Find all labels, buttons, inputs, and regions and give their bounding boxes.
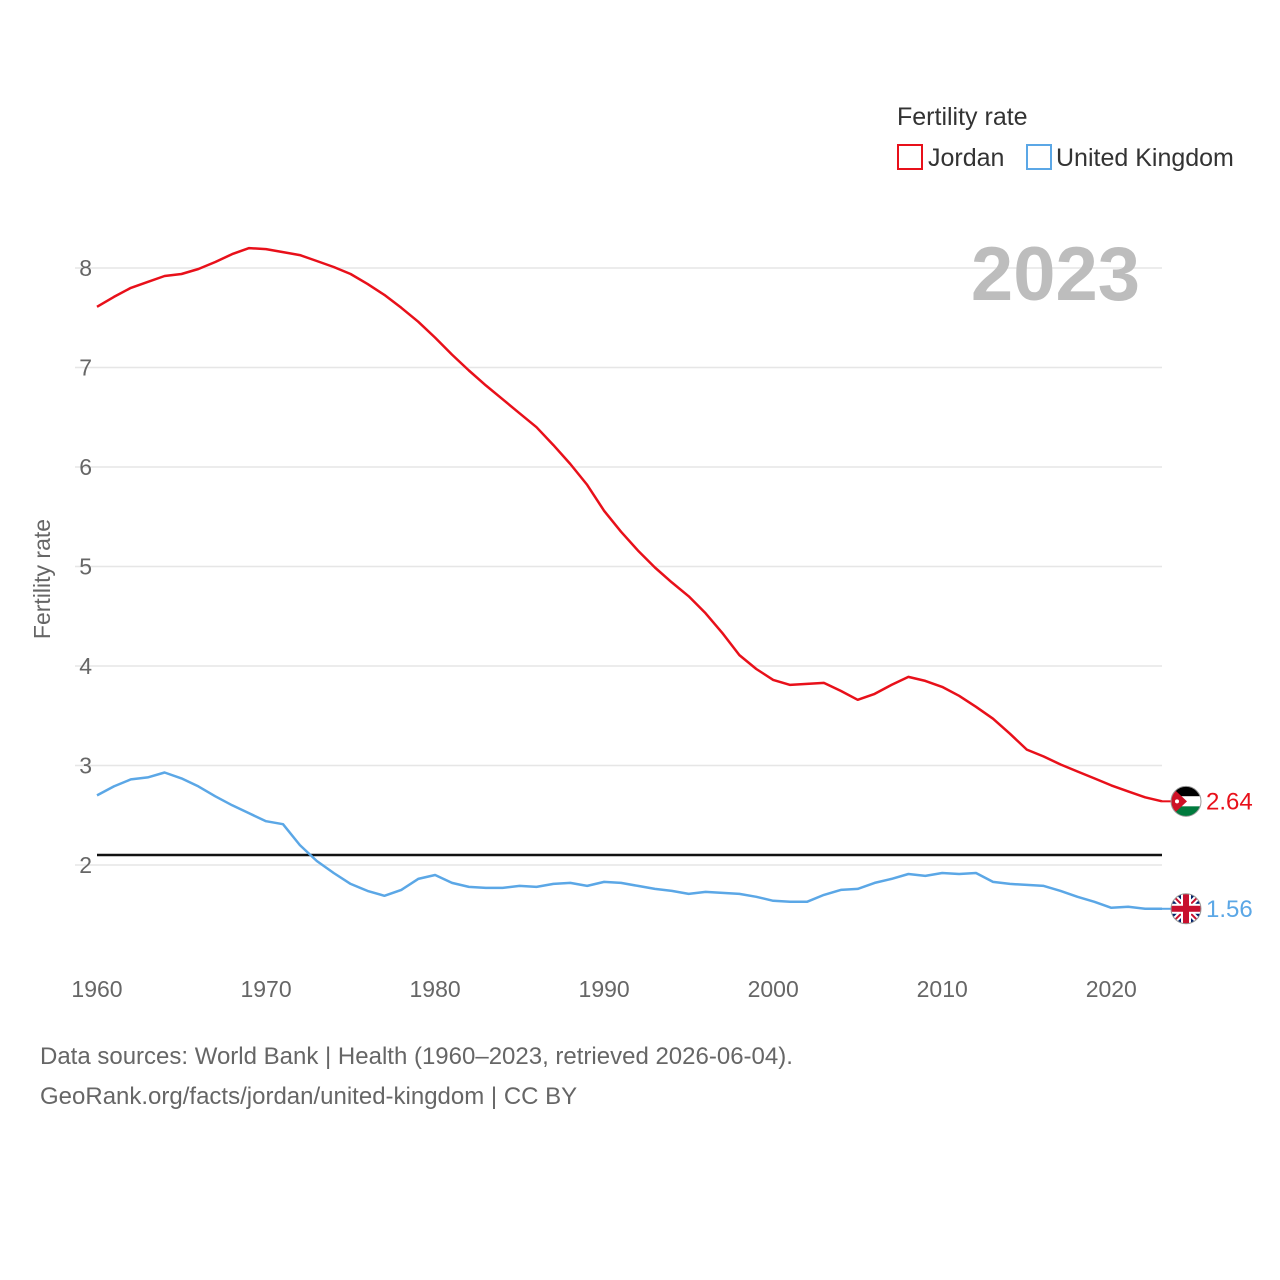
y-tick-label: 2 <box>79 852 92 878</box>
series-line-jordan <box>96 246 1163 803</box>
y-tick-label: 5 <box>79 554 92 580</box>
end-label-jordan: 2.64 <box>1206 788 1253 815</box>
x-tick-label: 1990 <box>579 976 630 1002</box>
x-tick-label: 1970 <box>240 976 291 1002</box>
footer-link[interactable]: GeoRank.org/facts/jordan/united-kingdom … <box>40 1083 578 1110</box>
y-tick-label: 4 <box>79 653 92 679</box>
y-axis-ticks: 2 3 4 5 6 7 8 <box>79 255 92 878</box>
year-label: 2023 <box>971 232 1140 317</box>
y-axis-title: Fertility rate <box>29 519 55 639</box>
legend: Fertility rate Jordan United Kingdom <box>897 103 1234 172</box>
legend-swatch-jordan <box>897 144 923 170</box>
legend-swatch-united-kingdom <box>1026 144 1052 170</box>
x-tick-label: 2000 <box>748 976 799 1002</box>
y-tick-label: 6 <box>79 454 92 480</box>
x-tick-label: 1980 <box>410 976 461 1002</box>
legend-title: Fertility rate <box>897 103 1028 131</box>
gridlines <box>75 267 1162 866</box>
jordan-flag-icon <box>1170 785 1202 817</box>
series-line-united-kingdom <box>96 771 1162 911</box>
series-end-markers: 2.64 1.56 <box>1162 785 1253 925</box>
legend-label-united-kingdom: United Kingdom <box>1056 144 1234 172</box>
x-tick-label: 2010 <box>917 976 968 1002</box>
footer-sources: Data sources: World Bank | Health (1960–… <box>40 1043 793 1070</box>
y-tick-label: 7 <box>79 355 92 381</box>
series-lines <box>96 246 1163 911</box>
legend-item-jordan[interactable]: Jordan <box>897 144 1004 172</box>
y-tick-label: 8 <box>79 255 92 281</box>
legend-label-jordan: Jordan <box>928 144 1004 172</box>
x-axis-ticks: 1960 1970 1980 1990 2000 2010 2020 <box>71 976 1136 1002</box>
y-tick-label: 3 <box>79 753 92 779</box>
x-tick-label: 2020 <box>1086 976 1137 1002</box>
x-tick-label: 1960 <box>71 976 122 1002</box>
united-kingdom-flag-icon <box>1170 893 1202 925</box>
end-label-united-kingdom: 1.56 <box>1206 896 1253 923</box>
legend-item-united-kingdom[interactable]: United Kingdom <box>1026 144 1234 172</box>
